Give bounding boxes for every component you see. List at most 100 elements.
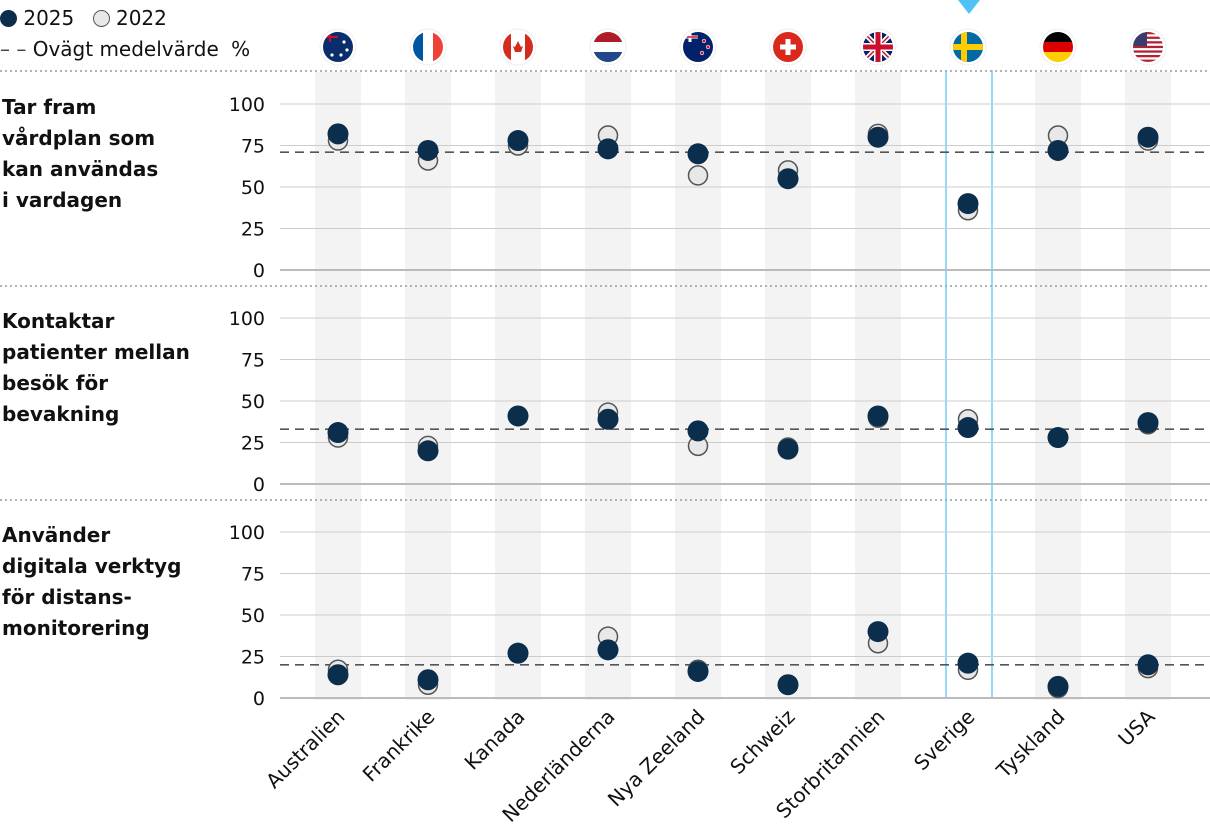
column-band [495, 72, 541, 700]
x-tick-label: Kanada [460, 705, 530, 775]
dot-2025 [1137, 654, 1159, 676]
dot-2022 [687, 165, 709, 186]
f [525, 32, 533, 62]
f [1133, 36, 1163, 39]
panel-title-line: kan användas [2, 157, 158, 181]
legend-2022-label: 2022 [115, 6, 167, 30]
uk-flag-icon [863, 32, 893, 62]
column-band [315, 72, 361, 700]
column-band [1035, 72, 1081, 700]
panel-title-line: Kontaktar [2, 309, 115, 333]
f [1043, 42, 1073, 52]
f [875, 32, 881, 62]
panel-title-line: Tar fram [2, 95, 96, 119]
dot-2025 [417, 669, 439, 691]
dot-2025 [597, 138, 619, 160]
dashed-line-icon: – – [0, 37, 27, 61]
f [413, 32, 423, 62]
f [1043, 52, 1073, 62]
dot-2025 [867, 126, 889, 148]
y-tick-label: 100 [229, 94, 265, 116]
dot-2025 [597, 639, 619, 661]
dot-2025 [507, 405, 529, 427]
y-tick-label: 25 [241, 647, 265, 669]
f [1133, 50, 1163, 53]
highlight-triangle-icon [958, 0, 980, 14]
y-tick-label: 0 [253, 474, 265, 496]
f [423, 32, 433, 62]
usa-flag-icon [1133, 32, 1163, 62]
f [593, 32, 623, 42]
panel-title-line: monitorering [2, 616, 150, 640]
dot-2025 [507, 130, 529, 152]
f [1133, 55, 1163, 58]
switzerland-flag-icon [773, 32, 803, 62]
f [342, 40, 346, 44]
y-tick-label: 50 [241, 391, 265, 413]
f [1133, 32, 1163, 35]
x-tick-label: Tyskland [991, 705, 1070, 784]
y-tick-label: 0 [253, 688, 265, 710]
dot-2025 [327, 123, 349, 145]
dot-2025 [867, 405, 889, 427]
x-tick-label: USA [1113, 704, 1159, 750]
x-tick-label: Schweiz [725, 705, 799, 779]
column-band [855, 72, 901, 700]
dot-2025 [777, 438, 799, 460]
f [593, 52, 623, 62]
f [345, 48, 349, 52]
f [961, 32, 967, 62]
dot-2025 [687, 143, 709, 165]
f [330, 53, 334, 57]
f [701, 38, 707, 44]
panel-title-line: bevakning [2, 402, 119, 426]
y-tick-label: 50 [241, 177, 265, 199]
dot-2025 [1047, 427, 1069, 449]
canada-flag-icon [503, 32, 533, 62]
new-zealand-flag-icon [683, 32, 713, 62]
dot-2025 [1137, 126, 1159, 148]
dot-2025 [867, 621, 889, 643]
legend: 2025 2022 [0, 6, 167, 30]
y-tick-label: 25 [241, 433, 265, 455]
dot-2025 [597, 408, 619, 430]
legend-mean-label: Ovägt medelvärde [32, 37, 219, 61]
netherlands-flag-icon [593, 32, 623, 62]
sweden-flag-icon [953, 32, 983, 62]
dot-2025 [777, 674, 799, 696]
y-tick-label: 75 [241, 136, 265, 158]
column-band [585, 72, 631, 700]
f [593, 42, 623, 52]
dot-2025 [417, 139, 439, 161]
dot-2025 [417, 440, 439, 462]
legend-mean: – – Ovägt medelvärde % [0, 37, 250, 61]
dot-2025 [327, 422, 349, 444]
f [699, 50, 705, 56]
panel-title-line: Använder [2, 523, 110, 547]
dot-2025 [777, 168, 799, 190]
f [1133, 45, 1163, 49]
panel-title-line: patienter mellan [2, 340, 190, 364]
x-tick-label: Sverige [909, 705, 979, 775]
f [705, 44, 711, 50]
panel-title-line: i vardagen [2, 188, 122, 212]
dot-2025 [687, 420, 709, 442]
f [780, 44, 796, 50]
panel-title-line: digitala verktyg [2, 554, 181, 578]
x-tick-label: Frankrike [358, 705, 440, 787]
x-tick-label: Nya Zeeland [603, 705, 710, 812]
f [433, 32, 443, 62]
y-tick-label: 100 [229, 522, 265, 544]
germany-flag-icon [1043, 32, 1073, 62]
f [1133, 41, 1163, 44]
panel-title-line: besök för [2, 371, 108, 395]
y-tick-label: 100 [229, 308, 265, 330]
y-tick-label: 75 [241, 350, 265, 372]
panel-title-line: vårdplan som [2, 126, 155, 150]
australia-flag-icon [323, 32, 353, 62]
y-tick-label: 25 [241, 219, 265, 241]
dot-2025 [1047, 675, 1069, 697]
dot-2025 [1137, 412, 1159, 434]
